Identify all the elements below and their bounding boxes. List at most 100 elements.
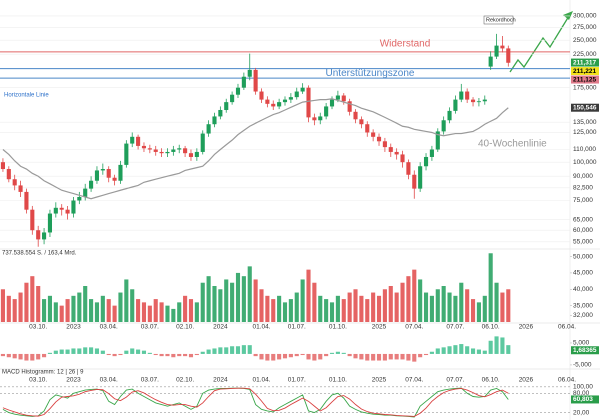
candle-body [200,133,205,152]
x-tick-label: 01.07. [288,377,306,384]
bar [53,350,58,354]
x-tick-label: 07.04. [405,377,423,384]
value-tag [571,58,599,67]
candle-body [165,151,170,154]
projection-head [563,11,573,20]
candle-body [300,87,305,92]
bar [30,276,35,322]
candle-body [65,209,70,214]
candle-body [147,148,152,150]
bar [106,299,111,322]
bar [194,302,199,322]
candle-body [382,141,387,148]
candle-body [376,136,382,142]
bar [312,282,317,322]
bar [77,348,82,354]
candle-body [188,153,194,157]
candle-body [36,230,41,240]
x-tick-label: 07.04. [405,324,423,331]
value-tag-label: 60,803 [573,396,593,403]
x-tick-label: 01.07. [288,324,306,331]
y-tick-label: 125,000 [573,129,597,136]
value-tag [571,75,599,84]
candle-body [230,94,235,103]
bar [141,350,147,354]
candle-body [124,143,129,165]
candle-body [106,169,111,178]
candle-body [388,147,393,152]
candle-body [130,136,135,144]
bar [147,352,152,354]
bar [482,295,487,322]
bar [47,352,53,354]
candle-body [418,166,423,189]
candle-body [177,148,182,150]
bar [6,295,11,322]
bar [94,302,100,322]
bar [89,347,94,354]
bar [459,344,464,354]
candle-body [329,99,335,107]
x-tick-label: 2023 [66,324,81,331]
bar [30,353,35,361]
bar [65,349,70,354]
bar [418,279,423,322]
candle-body [141,145,147,149]
bar [294,353,299,357]
value-tag-label: 1,68365 [573,347,597,354]
bar [271,353,276,361]
bar [506,345,511,354]
bar [106,353,111,356]
bar [94,348,100,354]
candle-body [59,207,64,210]
bar [159,302,164,322]
bar [42,353,47,358]
candle-body [71,200,76,214]
y-tick-label: 300,000 [573,13,597,20]
level-label: Unterstützungszone [326,68,415,79]
x-tick-label: 01.10. [329,377,347,384]
candle-body [447,110,452,121]
candle-body [371,132,376,137]
bar [347,292,352,322]
candle-body [476,101,481,103]
candle-body [112,177,117,181]
bar [253,353,258,357]
x-tick-label: 01.04. [252,324,270,331]
x-tick-label: 2025 [372,324,387,331]
candle-body [400,154,405,163]
bar [435,289,440,322]
bar [388,353,393,360]
bar [300,279,305,322]
candle-body [206,124,211,134]
bar [112,305,117,322]
x-tick-label: 01.10. [329,324,347,331]
bar [271,299,276,322]
x-tick-label: 06.10. [482,324,500,331]
projection-arrow [509,11,573,73]
bar [382,353,387,361]
candle-body [83,188,88,197]
bar [12,299,17,322]
bar [65,299,70,322]
bar [171,353,176,358]
candle-body [347,101,352,112]
bar [235,346,241,354]
volume-subtitle: 737.538.554 S. / 163,4 Mrd. [2,251,77,257]
bar [423,292,429,322]
candle-body [423,156,429,167]
bar [200,282,205,322]
candle-body [318,116,323,121]
candle-body [224,102,229,110]
bar [183,353,188,357]
y-tick-label: 82,500 [573,185,593,192]
bar [376,353,382,361]
candle-body [394,151,399,155]
bar [359,295,364,322]
bar [371,292,376,322]
bar [294,292,299,322]
bar [147,305,152,322]
candle-body [441,120,446,132]
